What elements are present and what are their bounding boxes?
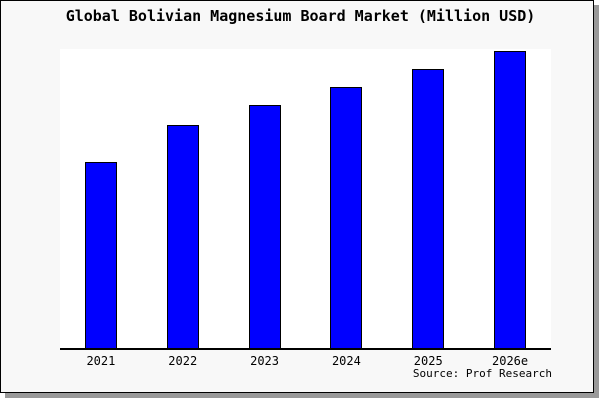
chart-title: Global Bolivian Magnesium Board Market (… xyxy=(65,7,536,25)
bar-2025 xyxy=(412,68,445,348)
bar-2023 xyxy=(248,105,281,348)
x-tick-label-2024: 2024 xyxy=(331,354,361,368)
x-tick-label-2023: 2023 xyxy=(250,354,280,368)
x-tick-label-2022: 2022 xyxy=(168,354,198,368)
bar-2022 xyxy=(166,124,199,348)
bar-2021 xyxy=(84,161,117,348)
x-tick-label-2026e: 2026e xyxy=(492,354,529,368)
x-tick-label-2025: 2025 xyxy=(413,354,443,368)
x-tick-label-2021: 2021 xyxy=(86,354,116,368)
source-note: Source: Prof Research xyxy=(412,367,552,380)
chart-figure: Global Bolivian Magnesium Board Market (… xyxy=(0,0,594,393)
plot-area xyxy=(60,49,551,350)
x-axis-labels: 2021 2022 2023 2024 2025 2026e xyxy=(60,354,551,368)
bar-2026e xyxy=(494,50,527,348)
bar-2024 xyxy=(330,86,363,348)
